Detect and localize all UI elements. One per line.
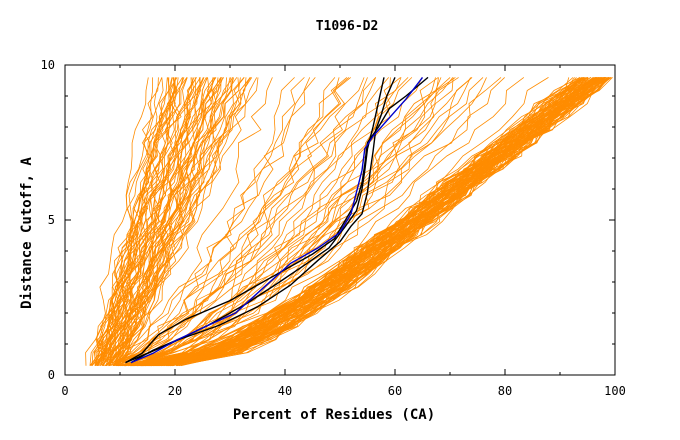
x-tick-label: 40: [278, 384, 292, 398]
background-curve: [125, 77, 597, 367]
background-curve: [116, 77, 295, 367]
background-curve: [108, 77, 223, 366]
background-curve: [109, 77, 222, 366]
background-curve: [119, 77, 224, 366]
y-axis-ticks: 0 5 10: [41, 58, 615, 382]
background-curve: [98, 77, 168, 366]
background-curve: [108, 77, 390, 367]
highlight-curve-blue: [130, 76, 424, 364]
background-curve: [116, 77, 258, 366]
background-curve: [108, 77, 247, 366]
plot-area: [64, 64, 616, 376]
background-curve: [98, 77, 205, 366]
background-curve: [134, 77, 456, 367]
background-curve: [114, 77, 316, 367]
background-curve: [121, 77, 459, 367]
background-curve: [114, 77, 336, 367]
background-curve: [153, 77, 612, 367]
background-curve: [131, 77, 471, 367]
background-curve: [141, 77, 586, 367]
background-curve: [132, 77, 409, 367]
background-curve: [140, 77, 473, 367]
background-curve: [128, 77, 439, 367]
background-curve: [112, 77, 273, 367]
background-curve: [85, 77, 149, 366]
background-curve: [121, 77, 259, 366]
y-tick-label: 5: [48, 213, 55, 227]
background-curve: [101, 77, 208, 366]
background-curve: [105, 77, 215, 366]
background-curve: [117, 77, 251, 366]
background-curve: [124, 77, 402, 367]
x-axis-ticks: 0 20 40 60 80 100: [61, 65, 626, 398]
background-curve: [131, 77, 473, 367]
background-curve: [105, 77, 311, 367]
background-curve: [115, 77, 233, 366]
background-curve: [136, 77, 525, 367]
background-curve: [140, 77, 586, 367]
highlight-curve-black: [125, 76, 429, 364]
background-curve: [168, 77, 613, 367]
x-tick-label: 100: [604, 384, 626, 398]
background-curve: [107, 77, 195, 366]
background-curve: [102, 77, 184, 366]
background-curve: [115, 77, 365, 367]
background-curve: [161, 77, 612, 367]
background-curve: [89, 77, 170, 366]
background-curve: [103, 77, 188, 366]
background-curve: [135, 77, 502, 367]
background-curve: [120, 77, 436, 367]
background-curve: [139, 77, 588, 367]
background-curve: [97, 77, 154, 366]
y-tick-label: 10: [41, 58, 55, 72]
background-curve: [133, 77, 505, 367]
background-curve: [168, 77, 609, 367]
highlight-curves: [125, 76, 429, 364]
background-curve: [104, 77, 340, 367]
background-curve: [108, 77, 377, 367]
background-curve: [119, 77, 232, 366]
background-curve: [99, 77, 305, 367]
background-curve: [166, 77, 612, 367]
x-tick-label: 0: [61, 384, 68, 398]
x-tick-label: 80: [498, 384, 512, 398]
chart-title: T1096-D2: [316, 19, 379, 34]
x-tick-label: 20: [168, 384, 182, 398]
y-axis-label: Distance Cutoff, A: [19, 157, 35, 309]
background-curve: [122, 77, 401, 367]
y-tick-label: 0: [48, 368, 55, 382]
background-curve: [114, 77, 251, 366]
background-curve: [112, 77, 350, 367]
background-curve: [105, 77, 207, 366]
background-curves: [85, 77, 613, 367]
x-tick-label: 60: [388, 384, 402, 398]
background-curve: [97, 77, 185, 366]
background-curve: [123, 77, 423, 367]
background-curve: [125, 77, 391, 367]
background-curve: [142, 77, 604, 367]
x-axis-label: Percent of Residues (CA): [233, 407, 435, 423]
background-curve: [103, 77, 201, 366]
background-curve: [91, 77, 163, 366]
highlight-curve-black: [130, 77, 396, 364]
